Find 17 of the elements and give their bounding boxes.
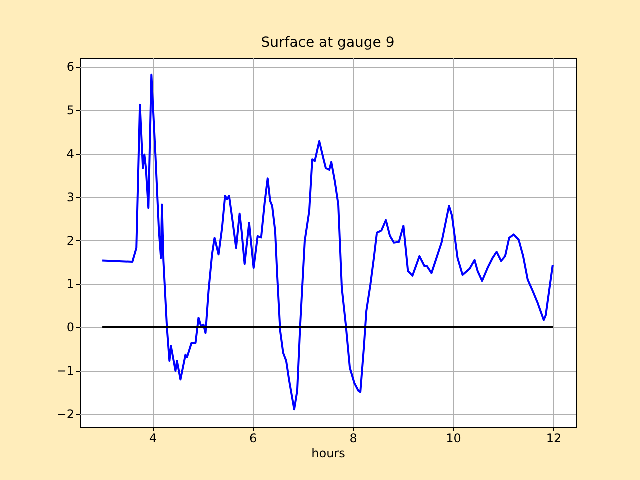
y-tick-label: −1 (56, 364, 74, 378)
y-tick-label: 5 (66, 104, 74, 118)
chart-title: Surface at gauge 9 (261, 35, 395, 51)
x-tick-label: 8 (350, 432, 358, 446)
y-tick-label: 3 (66, 190, 74, 204)
x-tick-label: 12 (546, 432, 562, 446)
y-tick-label: −2 (56, 407, 74, 422)
y-tick-label: 4 (66, 147, 74, 162)
line-series (102, 74, 554, 411)
x-tick-label: 10 (446, 432, 462, 446)
x-tick-label: 6 (250, 432, 258, 446)
x-tick-label: 4 (149, 432, 157, 446)
x-axis-title: hours (312, 446, 346, 460)
y-tick-label: 6 (66, 60, 74, 74)
y-tick-label: 0 (66, 320, 74, 335)
y-tick-label: 1 (66, 277, 74, 292)
y-tick-label: 2 (66, 234, 74, 248)
